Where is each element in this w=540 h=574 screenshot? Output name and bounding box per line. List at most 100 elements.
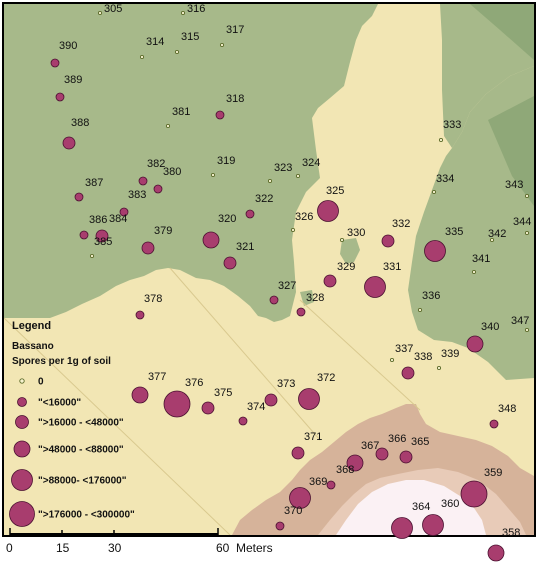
site-marker-342 [489, 237, 495, 243]
scale-label-0: 0 [6, 541, 13, 555]
legend-symbol-1 [17, 397, 27, 407]
site-label-374: 374 [247, 401, 265, 413]
legend-label-4: ">88000- <176000" [38, 476, 127, 487]
site-label-365: 365 [411, 436, 429, 448]
legend-items: 0 "<16000" ">16000 - <48000" ">48000 - <880… [9, 377, 135, 527]
site-label-375: 375 [214, 387, 232, 399]
site-marker-334 [431, 189, 437, 195]
site-label-320: 320 [218, 213, 236, 225]
site-marker-358 [487, 544, 505, 562]
site-label-336: 336 [422, 290, 440, 302]
site-marker-366 [375, 447, 389, 461]
forest-area-northeast [440, 4, 534, 148]
site-marker-321 [223, 256, 237, 270]
scale-label-15: 15 [56, 541, 70, 555]
site-marker-375 [201, 401, 215, 415]
site-label-314: 314 [146, 36, 164, 48]
site-marker-365 [399, 450, 413, 464]
site-label-358: 358 [502, 527, 520, 539]
site-marker-340 [466, 335, 484, 353]
site-marker-305 [97, 10, 103, 16]
legend-symbol-4 [11, 469, 33, 491]
site-marker-316 [180, 10, 186, 16]
site-label-383: 383 [128, 189, 146, 201]
legend-subtitle: Bassano [12, 341, 54, 352]
site-label-347: 347 [511, 315, 529, 327]
site-label-323: 323 [274, 162, 292, 174]
forest-patch-center [340, 238, 360, 264]
site-marker-389 [55, 92, 65, 102]
site-label-305: 305 [104, 3, 122, 15]
site-marker-329 [323, 274, 337, 288]
site-marker-359 [460, 480, 488, 508]
site-label-325: 325 [326, 185, 344, 197]
site-marker-374 [238, 416, 248, 426]
site-label-378: 378 [144, 293, 162, 305]
site-label-388: 388 [71, 117, 89, 129]
site-label-364: 364 [412, 501, 430, 513]
site-marker-330 [339, 237, 345, 243]
site-label-342: 342 [488, 228, 506, 240]
site-label-372: 372 [317, 372, 335, 384]
site-label-385: 385 [94, 236, 112, 248]
scale-label-30: 30 [108, 541, 122, 555]
site-marker-379 [141, 241, 155, 255]
map-border [2, 2, 536, 537]
site-label-359: 359 [484, 467, 502, 479]
legend-symbol-2 [15, 415, 29, 429]
site-label-379: 379 [154, 225, 172, 237]
legend-label-5: ">176000 - <300000" [38, 510, 135, 521]
field-boundaries [4, 267, 421, 535]
legend-variable: Spores per 1g of soil [12, 356, 111, 367]
site-marker-337 [389, 357, 395, 363]
site-marker-371 [291, 446, 305, 460]
site-label-382: 382 [147, 158, 165, 170]
site-marker-384 [95, 229, 109, 243]
site-label-370: 370 [284, 505, 302, 517]
site-marker-343 [524, 193, 530, 199]
site-label-348: 348 [498, 403, 516, 415]
site-marker-387 [74, 192, 84, 202]
legend-title: Legend [12, 320, 51, 332]
site-label-324: 324 [302, 157, 320, 169]
site-label-371: 371 [304, 431, 322, 443]
site-label-317: 317 [226, 24, 244, 36]
site-marker-390 [50, 58, 60, 68]
site-marker-364 [391, 517, 413, 539]
site-marker-347 [524, 327, 530, 333]
legend-label-1: "<16000" [38, 398, 81, 409]
site-marker-317 [219, 42, 225, 48]
site-marker-322 [245, 209, 255, 219]
legend: Legend Bassano Spores per 1g of soil 0 "<… [9, 320, 135, 527]
site-marker-348 [489, 419, 499, 429]
site-marker-338 [401, 366, 415, 380]
site-label-335: 335 [445, 226, 463, 238]
site-marker-333 [438, 137, 444, 143]
site-marker-320 [202, 231, 220, 249]
site-label-376: 376 [185, 377, 203, 389]
site-marker-368 [326, 480, 336, 490]
site-marker-381 [165, 123, 171, 129]
site-label-333: 333 [443, 119, 461, 131]
legend-symbol-5 [9, 501, 35, 527]
site-label-337: 337 [395, 343, 413, 355]
site-label-340: 340 [481, 321, 499, 333]
site-label-319: 319 [217, 155, 235, 167]
site-marker-360 [422, 514, 444, 536]
site-label-338: 338 [414, 351, 432, 363]
site-label-366: 366 [388, 433, 406, 445]
site-label-330: 330 [347, 227, 365, 239]
site-marker-331 [364, 276, 386, 298]
site-label-369: 369 [309, 476, 327, 488]
site-label-327: 327 [278, 280, 296, 292]
forest-area-west [4, 4, 378, 322]
site-marker-372 [298, 388, 320, 410]
site-marker-385 [89, 253, 95, 259]
site-label-360: 360 [441, 498, 459, 510]
forest-patch-small [300, 290, 314, 306]
site-markers [50, 10, 530, 562]
site-marker-377 [131, 386, 149, 404]
site-marker-327 [269, 295, 279, 305]
site-marker-378 [135, 310, 145, 320]
